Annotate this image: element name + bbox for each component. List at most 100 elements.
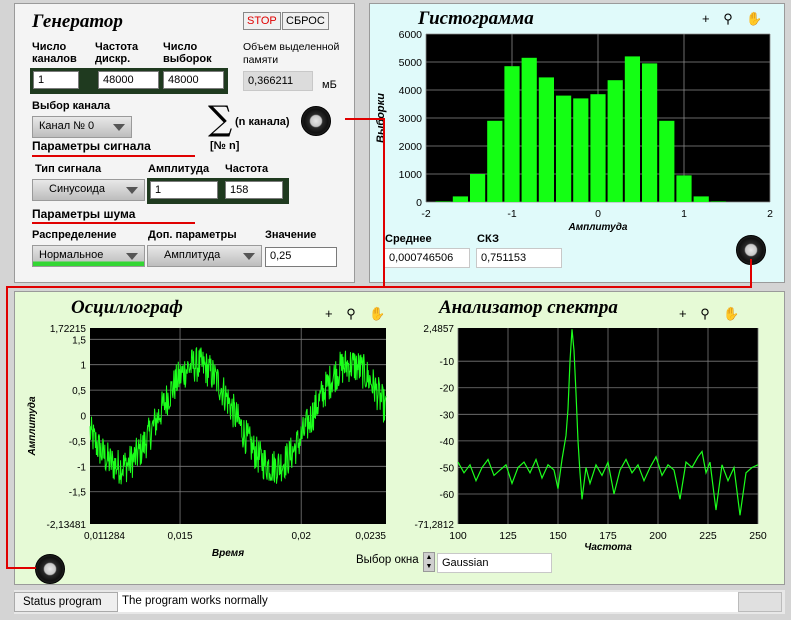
distribution-select[interactable]: Нормальное xyxy=(32,245,145,267)
chevron-down-icon[interactable]: ▼ xyxy=(425,563,433,570)
oscilloscope-y-tick: 0,5 xyxy=(72,386,86,397)
spectrum-y-tick: -20 xyxy=(440,384,455,395)
generator-panel: Генератор STOP СБРОС Число каналов Часто… xyxy=(14,3,355,283)
histogram-bar xyxy=(487,120,503,202)
spectrum-line xyxy=(457,329,759,516)
spectrum-title: Анализатор спектра xyxy=(439,297,618,318)
histogram-y-tick: 2000 xyxy=(399,141,423,153)
signal-params-underline xyxy=(32,155,195,157)
chevron-down-icon xyxy=(243,253,255,260)
histogram-bar xyxy=(573,98,589,202)
amplitude-input[interactable]: 1 xyxy=(150,181,218,199)
reset-button[interactable]: СБРОС xyxy=(282,12,329,30)
channels-label: Число каналов xyxy=(32,41,77,65)
frequency-input[interactable]: 158 xyxy=(225,181,283,199)
oscilloscope-y-tick: 1,72215 xyxy=(50,324,87,335)
extra-params-label: Доп. параметры xyxy=(148,229,237,241)
oscilloscope-x-tick: 0,0235 xyxy=(355,531,386,542)
histogram-title: Гистограмма xyxy=(418,8,534,29)
spectrum-y-tick: -60 xyxy=(440,490,455,501)
rms-indicator: 0,751153 xyxy=(476,248,562,268)
mean-indicator: 0,000746506 xyxy=(384,248,470,268)
oscilloscope-y-tick: 1 xyxy=(80,361,86,372)
distribution-value: Нормальное xyxy=(39,249,104,261)
spectrum-x-tick: 250 xyxy=(749,530,767,542)
status-scroll-button[interactable] xyxy=(738,592,782,612)
channel-select[interactable]: Канал № 0 xyxy=(32,116,132,138)
histogram-bar xyxy=(693,196,709,202)
histogram-bar xyxy=(435,201,451,202)
channels-input[interactable]: 1 xyxy=(33,71,79,89)
noise-params-title: Параметры шума xyxy=(32,207,136,221)
oscilloscope-y-label: Амплитуда xyxy=(27,396,38,456)
rms-label: СКЗ xyxy=(477,233,499,245)
status-label: Status program xyxy=(14,592,118,612)
oscilloscope-x-label: Время xyxy=(212,548,244,559)
sampling-freq-input[interactable]: 48000 xyxy=(98,71,159,89)
histogram-x-tick: 0 xyxy=(595,208,601,220)
analysis-panel: Осциллограф + ⚲ ✋ 1,72215 1,5 1 0,5 0 -0,5 -1 -… xyxy=(14,291,785,585)
extra-params-select[interactable]: Амплитуда xyxy=(147,245,262,267)
histogram-bar xyxy=(710,201,726,202)
histogram-y-tick: 5000 xyxy=(399,57,423,69)
samples-input[interactable]: 48000 xyxy=(163,71,224,89)
window-select[interactable]: Gaussian xyxy=(437,553,552,573)
histogram-bar xyxy=(521,57,537,202)
histogram-y-tick: 4000 xyxy=(399,85,423,97)
histogram-bar xyxy=(676,175,692,202)
oscilloscope-y-tick: 0 xyxy=(80,412,86,423)
signal-type-value: Синусоида xyxy=(49,183,105,195)
status-text: The program works normally xyxy=(118,592,738,612)
sum-sub-label: [№ n] xyxy=(210,140,240,152)
oscilloscope-connector-knob[interactable] xyxy=(35,554,65,584)
histogram-bar xyxy=(607,80,623,202)
oscilloscope-y-tick: -2,13481 xyxy=(47,520,87,531)
histogram-y-tick: 1000 xyxy=(399,169,423,181)
memory-unit: мБ xyxy=(322,79,337,91)
sum-connector-knob[interactable] xyxy=(301,106,331,136)
oscilloscope-title: Осциллограф xyxy=(71,297,183,318)
histogram-bar xyxy=(470,174,486,202)
spectrum-graph-tools[interactable]: + ⚲ ✋ xyxy=(679,306,745,321)
stop-button[interactable]: STOP xyxy=(243,12,281,30)
signal-type-select[interactable]: Синусоида xyxy=(32,179,145,201)
oscilloscope-x-tick: 0,015 xyxy=(168,531,193,542)
spectrum-x-tick: 200 xyxy=(649,530,667,542)
amplitude-label: Амплитуда xyxy=(148,163,210,175)
wire-segment xyxy=(6,286,752,288)
spectrum-x-tick: 125 xyxy=(499,530,517,542)
oscilloscope-graph-tools[interactable]: + ⚲ ✋ xyxy=(325,306,391,321)
mean-label: Среднее xyxy=(385,233,432,245)
window-select-label: Выбор окна xyxy=(356,554,419,566)
oscilloscope-y-tick: -0,5 xyxy=(69,437,87,448)
spectrum-y-tick: -30 xyxy=(440,410,455,421)
histogram-graph-tools[interactable]: + ⚲ ✋ xyxy=(702,11,768,26)
memory-indicator: 0,366211 xyxy=(243,71,313,91)
histogram-y-tick: 0 xyxy=(416,197,422,209)
noise-value-label: Значение xyxy=(265,229,317,241)
oscilloscope-x-tick: 0,011284 xyxy=(84,531,125,542)
histogram-x-tick: -2 xyxy=(421,208,430,220)
histogram-chart: 0 1000 2000 3000 4000 5000 6000 -2 -1 0 1 2 Амплитуд… xyxy=(375,29,773,233)
sum-icon: ∑ xyxy=(208,99,233,139)
samples-label: Число выборок xyxy=(163,41,212,65)
histogram-bar xyxy=(504,66,520,202)
histogram-bar xyxy=(642,63,658,203)
histogram-bar xyxy=(659,120,675,202)
wire-segment xyxy=(345,118,385,120)
histogram-bar xyxy=(590,94,606,202)
histogram-y-tick: 6000 xyxy=(399,29,423,41)
signal-params-title: Параметры сигнала xyxy=(32,139,151,153)
spectrum-y-tick: -50 xyxy=(440,463,455,474)
chevron-down-icon xyxy=(113,124,125,131)
window-select-spinner[interactable]: ▲ ▼ xyxy=(423,552,435,572)
oscilloscope-x-tick: 0,02 xyxy=(291,531,311,542)
wire-segment xyxy=(383,118,385,288)
signal-type-label: Тип сигнала xyxy=(35,163,102,175)
generator-title: Генератор xyxy=(32,11,123,32)
spectrum-y-tick: -10 xyxy=(440,357,455,368)
noise-value-input[interactable]: 0,25 xyxy=(265,247,337,267)
wire-segment xyxy=(6,567,36,569)
frequency-label: Частота xyxy=(225,163,269,175)
chevron-up-icon[interactable]: ▲ xyxy=(425,554,433,561)
